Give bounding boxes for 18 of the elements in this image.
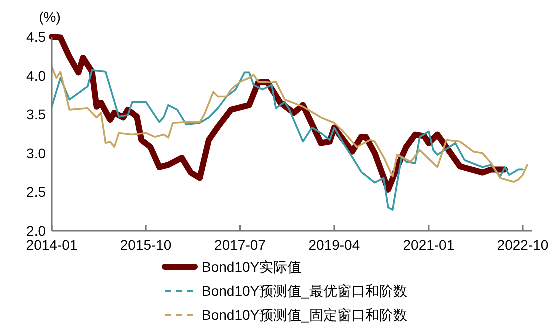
y-tick-label: 3.0 xyxy=(26,145,46,162)
x-tick-label: 2021-01 xyxy=(403,237,455,253)
y-tick-label: 4.5 xyxy=(26,29,46,45)
line-series xyxy=(51,69,524,211)
legend-label: Bond10Y预测值_固定窗口和阶数 xyxy=(202,307,408,323)
x-tick-label: 2022-10 xyxy=(497,237,549,253)
x-tick-label: 2019-04 xyxy=(308,237,360,253)
y-tick-label: 2.5 xyxy=(26,184,46,200)
legend-label: Bond10Y实际值 xyxy=(202,259,302,275)
y-axis-title: (%) xyxy=(39,9,61,25)
y-tick-label: 4.0 xyxy=(26,68,46,84)
y-tick-label: 2.0 xyxy=(26,223,46,239)
legend-label: Bond10Y预测值_最优窗口和阶数 xyxy=(202,283,408,299)
x-tick-label: 2017-07 xyxy=(214,237,266,253)
y-tick-label: 3.5 xyxy=(26,106,46,123)
line-series xyxy=(51,66,528,184)
x-tick-label: 2015-10 xyxy=(120,237,172,253)
x-tick-label: 2014-01 xyxy=(26,237,78,253)
